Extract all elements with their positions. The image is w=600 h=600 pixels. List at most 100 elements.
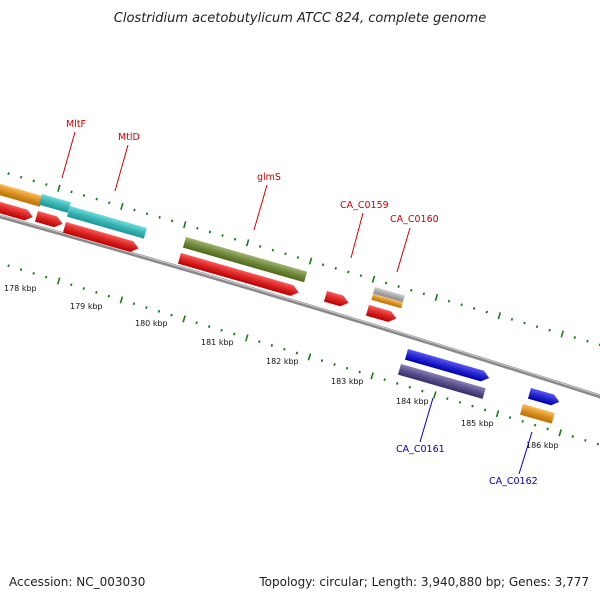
tick-dot-outer [371,275,376,283]
tick-dot-inner [283,347,286,351]
tick-dot-outer [460,303,463,307]
scale-label: 186 kbp [526,441,559,450]
tick-dot-outer [208,230,212,234]
tick-dot-outer [523,321,526,325]
tick-dot-outer [158,215,161,219]
tick-dot-outer [95,197,98,201]
tick-dot-inner [32,271,35,275]
tick-dot-inner [270,344,274,347]
gene-label-ca_c0161: CA_C0161 [396,444,445,455]
tick-dot-inner [195,321,198,325]
tick-dot-outer [259,245,262,248]
gene-label-mltf: MltF [66,119,86,130]
feature-ca_c0162-orange [519,404,555,424]
tick-dot-outer [245,239,250,247]
tick-dot-outer [120,202,124,211]
genome-backbone-highlight [0,214,600,396]
scale-label: 183 kbp [331,377,364,386]
tick-dot-outer [321,263,325,267]
tick-dot-outer [397,285,400,288]
tick-dot-outer [82,194,86,197]
tick-dot-inner [7,264,10,268]
scale-label: 184 kbp [396,397,429,406]
tick-dot-inner [446,397,449,401]
leader-line-ca_c0162 [518,431,533,475]
tick-dot-outer [7,172,10,176]
tick-dot-outer [271,248,275,252]
tick-dot-outer [586,339,589,343]
tick-dot-inner [521,419,524,423]
feature-ca_c0162-blue-shade [527,388,560,406]
tick-dot-inner [182,315,186,323]
tick-dot-outer [233,237,237,241]
gene-label-ca_c0160: CA_C0160 [390,214,439,225]
tick-dot-inner [132,302,136,306]
tick-dot-inner [584,438,587,442]
tick-dot-outer [308,257,313,265]
tick-dot-inner [370,372,374,380]
tick-dot-outer [485,310,488,314]
tick-dot-outer [497,312,502,320]
scale-label: 179 kbp [70,302,103,311]
feature-ca_c0161-slate [397,364,486,399]
tick-dot-inner [333,363,336,366]
tick-dot-inner [170,313,173,317]
tick-dot-outer [334,266,337,270]
scale-label: 182 kbp [266,357,299,366]
tick-dot-outer [548,328,551,332]
tick-dot-outer [510,317,514,321]
scale-label: 178 kbp [4,284,37,293]
feature-glms-olive [182,237,308,283]
leader-line-ca_c0159 [350,212,364,259]
tick-dot-inner [82,287,85,290]
tick-dot-inner [458,400,462,404]
tick-dots [7,172,600,446]
tick-dot-inner [358,370,361,374]
feature-mtld-cyan [66,206,147,239]
leader-line-glms [253,184,268,231]
tick-dot-inner [19,268,23,271]
tick-dot-outer [284,252,287,256]
feature-red-3-shade [62,222,139,252]
tick-dot-inner [70,283,73,287]
feature-ca_c0160-grey-shade [373,287,405,303]
tick-dot-inner [245,334,249,342]
tick-dot-inner [56,277,61,285]
feature-ca_c0162-blue [527,388,560,406]
feature-ca_c0161-blue-shade [404,349,490,382]
feature-mltf-cyan-shade [38,194,71,213]
feature-glms-red [177,253,299,296]
tick-dot-outer [70,190,73,194]
tick-dot-inner [320,359,324,363]
tick-dot-inner [546,427,549,431]
feature-mltf-cyan [38,194,71,213]
tick-dot-inner [533,423,537,427]
feature-red-2 [34,211,63,228]
feature-red-3 [62,222,139,252]
tick-dot-inner [508,416,512,419]
feature-red-1 [0,199,33,221]
tick-dot-inner [107,294,111,298]
tick-dot-outer [560,330,564,338]
tick-dot-inner [495,410,500,418]
scale-label: 180 kbp [135,319,168,328]
tick-dot-outer [422,292,426,296]
tick-dot-outer [19,175,23,179]
tick-dot-inner [421,389,424,393]
tick-dot-inner [396,382,399,385]
tick-dot-inner [157,309,161,313]
tick-dot-inner [408,385,411,389]
tick-dot-outer [45,183,48,186]
scale-label: 181 kbp [201,338,234,347]
tick-dot-inner [145,306,148,309]
tick-dot-inner [44,275,48,279]
feature-ca_c0160-grey [373,287,405,303]
tick-dot-outer [296,256,300,259]
tick-dot-outer [573,336,577,339]
tick-dot-outer [196,226,199,230]
tick-dot-outer [145,212,149,216]
feature-ca_c0160-orange [371,294,403,309]
tick-dot-inner [258,340,261,344]
tick-dot-inner [220,328,223,332]
